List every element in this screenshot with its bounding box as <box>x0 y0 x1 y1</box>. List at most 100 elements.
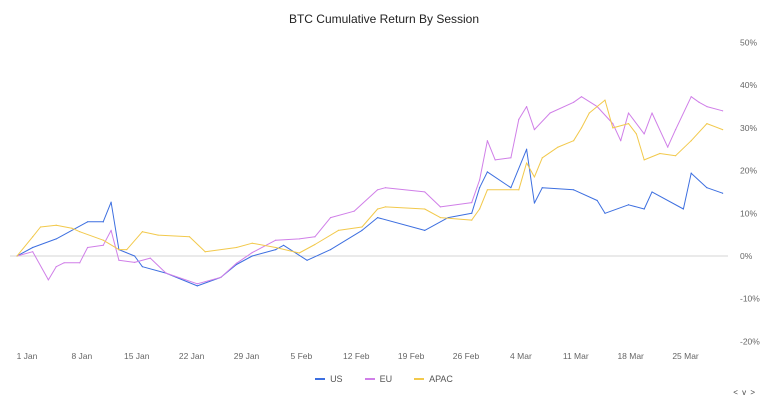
data-point-us <box>424 229 426 231</box>
data-point-eu <box>667 146 669 148</box>
data-point-apac <box>486 189 488 191</box>
data-point-eu <box>651 112 653 114</box>
data-point-apac <box>251 242 253 244</box>
x-tick-label: 29 Jan <box>234 351 260 361</box>
data-point-us <box>306 259 308 261</box>
legend-swatch <box>364 378 375 380</box>
legend-swatch <box>315 378 326 380</box>
data-point-eu <box>149 257 151 259</box>
x-tick-label: 1 Jan <box>17 351 38 361</box>
data-point-eu <box>79 262 81 264</box>
y-tick-label: 40% <box>740 80 757 90</box>
x-tick-label: 4 Mar <box>510 351 532 361</box>
data-point-apac <box>39 226 42 228</box>
x-tick-label: 11 Mar <box>563 351 589 361</box>
y-tick-label: 10% <box>740 208 757 218</box>
data-point-eu <box>424 191 426 193</box>
data-point-us <box>651 191 653 193</box>
data-point-apac <box>204 251 206 253</box>
data-point-us <box>541 187 543 189</box>
y-tick-label: -20% <box>740 336 760 346</box>
data-point-eu <box>643 133 645 135</box>
data-point-eu <box>471 202 473 204</box>
data-point-apac <box>275 246 277 249</box>
legend-item-us[interactable]: US <box>315 374 343 384</box>
data-point-us <box>86 221 89 223</box>
data-point-apac <box>32 236 34 238</box>
data-point-eu <box>620 140 622 142</box>
data-point-apac <box>674 155 677 157</box>
data-point-us <box>690 172 692 174</box>
data-point-eu <box>298 238 300 240</box>
data-point-eu <box>580 96 583 98</box>
data-point-us <box>486 171 488 173</box>
data-point-eu <box>377 189 379 191</box>
data-point-us <box>196 285 198 287</box>
data-point-apac <box>635 133 637 135</box>
data-point-apac <box>188 236 191 238</box>
data-point-us <box>471 212 473 214</box>
y-tick-label: 30% <box>740 123 757 133</box>
chart-navigation[interactable]: < v > <box>733 388 756 397</box>
data-point-eu <box>533 129 536 131</box>
y-tick-label: 50% <box>740 38 757 48</box>
series-line-apac <box>16 99 723 257</box>
data-point-apac <box>541 157 543 159</box>
data-point-us <box>706 187 708 189</box>
data-point-us <box>510 187 512 189</box>
data-point-us <box>55 238 57 240</box>
data-point-eu <box>102 244 104 246</box>
legend: US EU APAC <box>0 374 768 384</box>
data-point-us <box>682 208 685 210</box>
data-point-us <box>141 266 144 268</box>
data-point-eu <box>486 140 488 142</box>
data-point-apac <box>361 226 363 228</box>
data-point-apac <box>526 162 528 164</box>
data-point-us <box>110 201 112 203</box>
data-point-us <box>251 255 253 257</box>
data-point-eu <box>165 272 167 274</box>
data-point-eu <box>32 251 34 253</box>
data-point-eu <box>251 251 253 254</box>
x-tick-label: 25 Mar <box>672 351 699 361</box>
data-point-apac <box>478 208 481 210</box>
legend-item-apac[interactable]: APAC <box>414 374 453 384</box>
data-point-apac <box>71 227 73 229</box>
x-tick-label: 8 Jan <box>71 351 92 361</box>
data-point-apac <box>141 231 144 233</box>
data-point-eu <box>439 206 441 208</box>
data-point-eu <box>706 105 708 108</box>
data-point-eu <box>518 118 520 120</box>
data-point-eu <box>384 187 387 189</box>
data-point-apac <box>424 208 426 210</box>
data-point-us <box>235 263 238 266</box>
data-point-apac <box>612 127 614 129</box>
y-tick-label: -10% <box>740 294 760 304</box>
data-point-eu <box>549 112 551 114</box>
data-point-apac <box>627 123 630 125</box>
data-point-eu <box>627 112 630 114</box>
data-point-apac <box>643 159 645 161</box>
x-tick-label: 22 Jan <box>179 351 205 361</box>
data-point-apac <box>471 219 473 221</box>
data-point-apac <box>314 243 316 246</box>
data-point-apac <box>55 224 57 226</box>
y-tick-label: 20% <box>740 166 757 176</box>
data-point-us <box>627 204 630 206</box>
legend-item-eu[interactable]: EU <box>364 374 393 384</box>
data-point-eu <box>235 262 238 264</box>
data-point-us <box>604 212 606 214</box>
x-tick-label: 19 Feb <box>398 351 425 361</box>
legend-label: EU <box>379 374 393 384</box>
data-point-apac <box>16 255 18 257</box>
data-point-us <box>596 199 598 202</box>
data-point-eu <box>494 159 496 161</box>
data-point-apac <box>557 146 559 148</box>
data-point-apac <box>588 112 590 114</box>
data-point-eu <box>220 276 222 278</box>
data-point-apac <box>573 140 575 142</box>
data-point-us <box>533 202 536 204</box>
data-point-eu <box>690 96 692 98</box>
data-point-apac <box>518 189 520 191</box>
data-point-eu <box>110 229 112 231</box>
